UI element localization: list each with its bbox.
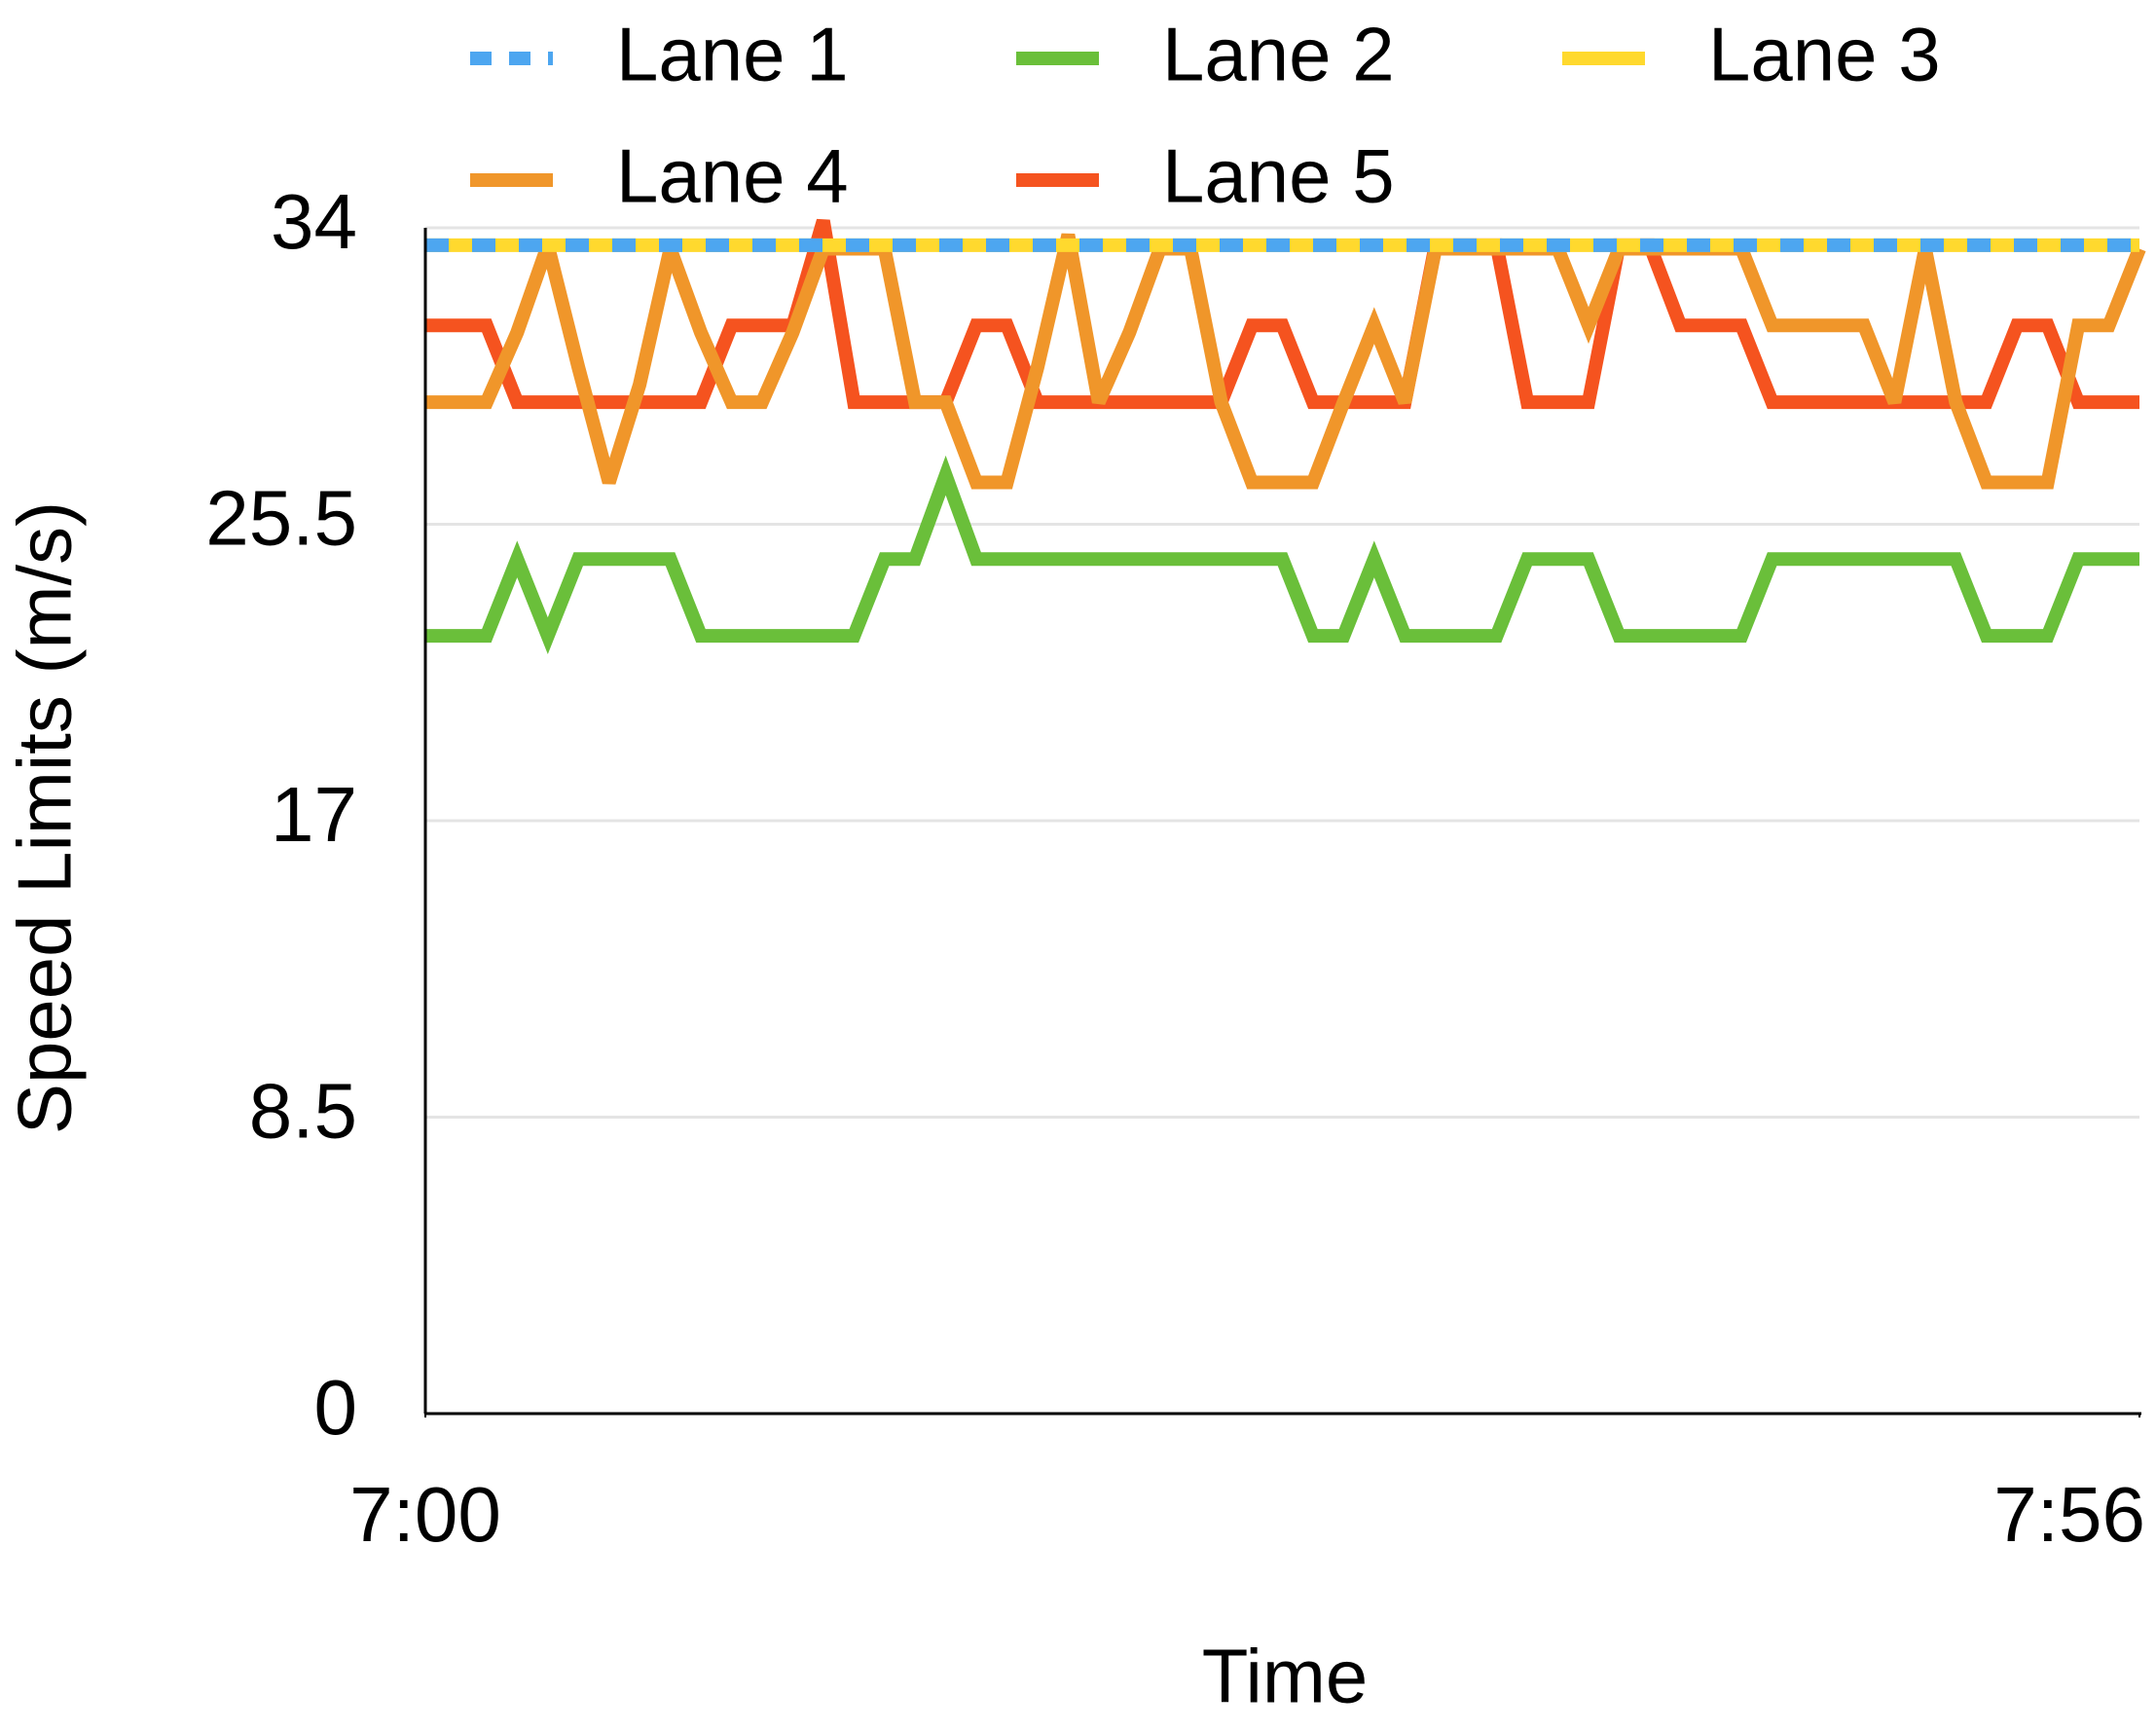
legend: Lane 1 Lane 2 Lane 3 Lane 4 Lane 5 (470, 12, 1941, 219)
y-tick-label: 34 (271, 178, 357, 265)
legend-label: Lane 3 (1708, 12, 1941, 97)
x-tick-label: 7:00 (349, 1471, 501, 1558)
series-line (425, 455, 2139, 654)
legend-label: Lane 4 (616, 133, 849, 219)
plot-lines (425, 218, 2146, 654)
y-axis-title: Speed Limits (m/s) (2, 501, 88, 1134)
legend-label: Lane 5 (1162, 133, 1395, 219)
legend-label: Lane 2 (1162, 12, 1395, 97)
x-tick-label: 7:56 (1993, 1471, 2145, 1558)
y-tick-label: 8.5 (249, 1068, 357, 1155)
y-tick-label: 17 (271, 771, 357, 858)
x-axis-title: Time (1202, 1634, 1368, 1719)
legend-label: Lane 1 (616, 12, 849, 97)
series-line (425, 233, 2146, 490)
series-line (425, 218, 2139, 410)
y-tick-label: 0 (314, 1364, 358, 1451)
y-tick-label: 25.5 (205, 475, 357, 562)
